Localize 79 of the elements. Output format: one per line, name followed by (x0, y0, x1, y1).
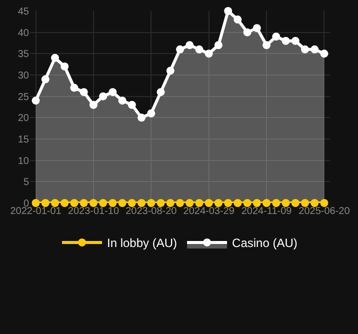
point (214, 41, 222, 50)
point (301, 199, 309, 207)
y-tick-label: 45 (18, 6, 30, 18)
point (214, 199, 222, 207)
point (70, 84, 78, 92)
point (252, 199, 261, 207)
y-tick-label: 40 (18, 28, 30, 39)
x-tick-label: 2023-08-20 (126, 206, 178, 217)
point (204, 50, 213, 58)
point (51, 54, 59, 62)
y-tick-label: 5 (23, 177, 30, 188)
point (224, 7, 232, 15)
point (224, 199, 232, 207)
point (60, 199, 69, 207)
point (41, 199, 50, 207)
point (282, 36, 290, 45)
point (41, 75, 50, 84)
y-tick-label: 20 (18, 113, 30, 124)
point (32, 199, 40, 207)
point (262, 41, 271, 50)
point (32, 96, 40, 105)
point (176, 199, 184, 207)
point (272, 199, 280, 207)
point (156, 199, 165, 207)
x-tick-label: 2025-06-20 (298, 206, 350, 217)
point (176, 45, 184, 54)
point (89, 199, 98, 207)
y-tick-label: 15 (18, 134, 30, 146)
point (195, 45, 204, 54)
point (195, 199, 204, 207)
point (147, 199, 156, 207)
point (118, 199, 126, 207)
point (272, 32, 280, 41)
y-tick-label: 35 (18, 49, 30, 60)
point (108, 88, 117, 96)
point (99, 92, 108, 100)
point (99, 199, 108, 207)
point (243, 199, 252, 207)
y-tick-label: 10 (18, 156, 30, 167)
x-tick-label: 2024-11-09 (241, 206, 292, 217)
point (310, 199, 319, 207)
point (138, 199, 146, 207)
point (147, 109, 156, 118)
point (60, 62, 69, 70)
y-tick-label: 25 (18, 92, 30, 103)
point (118, 96, 126, 105)
x-tick-label: 2022-01-01 (10, 206, 62, 217)
point (128, 100, 136, 109)
point (128, 199, 136, 207)
x-tick-label: 2024-03-29 (183, 206, 235, 217)
point (80, 199, 88, 207)
point (80, 88, 88, 96)
point (291, 199, 300, 207)
point (301, 45, 309, 54)
point (291, 36, 300, 45)
point (70, 199, 78, 207)
point (186, 41, 194, 50)
point (89, 100, 98, 109)
x-tick-label: 2023-01-10 (68, 206, 120, 217)
point (108, 199, 117, 207)
point (138, 114, 146, 122)
point (166, 66, 174, 75)
y-tick-label: 30 (18, 70, 30, 82)
point (204, 199, 213, 207)
point (234, 199, 242, 207)
legend-label: Casino (AU) (232, 236, 298, 250)
point (166, 199, 174, 207)
point (156, 88, 165, 96)
point (262, 199, 271, 207)
point (186, 199, 194, 207)
point (310, 45, 319, 54)
legend-label: In lobby (AU) (107, 236, 178, 250)
point (282, 199, 290, 207)
point (234, 16, 242, 24)
point (51, 199, 59, 207)
point (252, 24, 261, 32)
point (320, 199, 328, 207)
point (243, 28, 252, 36)
point (320, 50, 328, 58)
